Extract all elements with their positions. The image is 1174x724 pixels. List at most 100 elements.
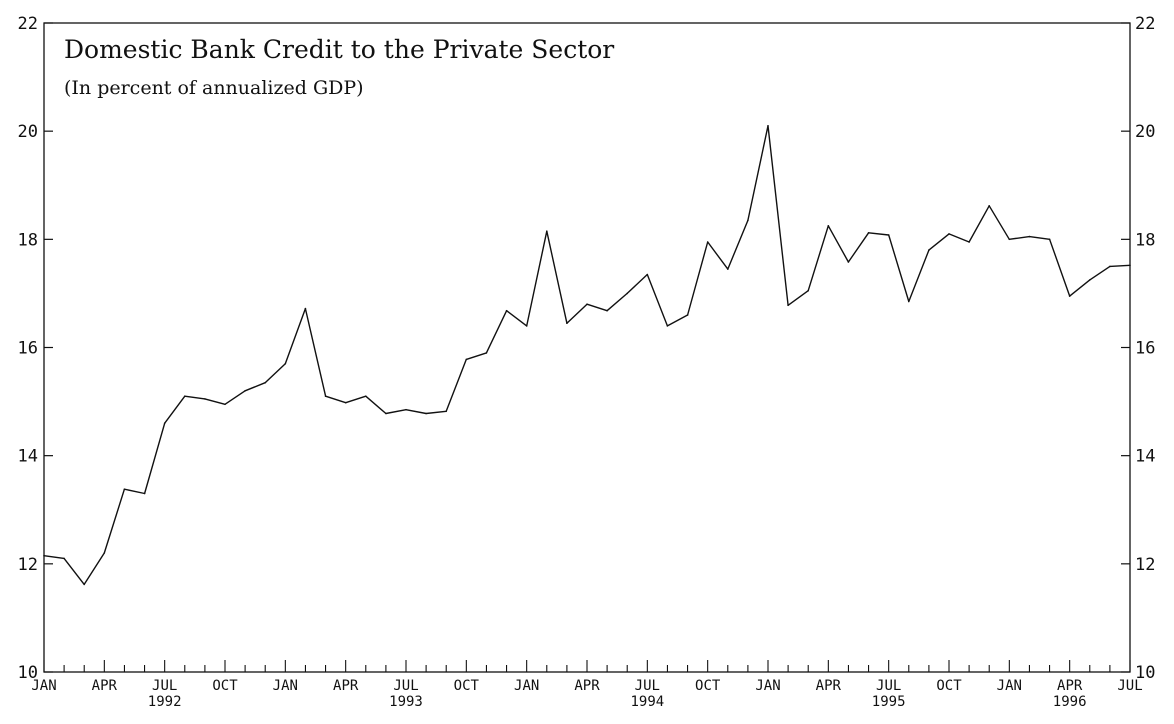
- data-point: [626, 292, 628, 295]
- data-point: [525, 325, 528, 327]
- chart-subtitle: (In percent of annualized GDP): [64, 77, 364, 99]
- data-point: [847, 261, 850, 263]
- data-point: [224, 403, 226, 406]
- data-point: [304, 307, 307, 310]
- data-point: [324, 395, 327, 398]
- x-month-label: JAN: [31, 678, 56, 694]
- data-point: [1129, 264, 1131, 267]
- y-tick-label-left: 16: [18, 339, 38, 359]
- y-tick-label-right: 10: [1135, 663, 1155, 683]
- data-point: [244, 390, 246, 392]
- y-tick-label-left: 20: [18, 122, 38, 142]
- x-month-label: JAN: [273, 678, 298, 694]
- x-month-label: JAN: [997, 678, 1022, 694]
- data-point: [1109, 265, 1111, 268]
- x-month-label: APR: [816, 678, 842, 694]
- y-tick-label-left: 14: [18, 447, 38, 467]
- x-month-label: JUL: [876, 678, 901, 694]
- x-month-label: OCT: [212, 678, 238, 694]
- data-point: [405, 408, 407, 411]
- chart-title: Domestic Bank Credit to the Private Sect…: [64, 35, 614, 64]
- data-point: [143, 492, 146, 495]
- x-year-label: 1996: [1053, 694, 1087, 710]
- data-point: [948, 233, 950, 235]
- data-point: [666, 325, 669, 327]
- axis-ticks: [43, 22, 1131, 673]
- data-points: [43, 125, 1131, 586]
- data-point: [1008, 238, 1011, 241]
- series-line: [43, 125, 1131, 586]
- data-point: [204, 398, 206, 400]
- data-point: [43, 554, 45, 557]
- data-point: [1028, 235, 1031, 238]
- data-point: [445, 410, 448, 413]
- x-year-label: 1995: [872, 694, 906, 710]
- y-tick-labels: 10 10 12 12 14 14 16 16 18 18 20 20 22 22: [18, 14, 1156, 683]
- y-tick-label-right: 16: [1135, 339, 1155, 359]
- y-tick-label-left: 22: [18, 14, 38, 34]
- y-tick-label-right: 20: [1135, 122, 1155, 142]
- data-point: [586, 303, 588, 306]
- data-point: [747, 219, 749, 222]
- data-point: [505, 309, 508, 312]
- data-point: [1068, 295, 1071, 297]
- data-point: [727, 268, 729, 270]
- data-point: [867, 232, 870, 234]
- data-point: [63, 557, 65, 560]
- y-tick-label-right: 22: [1135, 14, 1155, 34]
- data-point: [686, 314, 689, 316]
- data-point: [485, 352, 488, 354]
- data-point: [807, 289, 809, 292]
- data-point: [968, 241, 970, 243]
- data-point: [646, 273, 649, 276]
- plot-frame: [43, 22, 1131, 673]
- data-point: [83, 583, 85, 586]
- data-point: [1048, 238, 1051, 241]
- x-month-label: APR: [92, 678, 118, 694]
- data-point: [908, 300, 910, 303]
- y-tick-label-right: 18: [1135, 230, 1155, 250]
- y-tick-label-right: 12: [1135, 555, 1155, 575]
- x-year-label: 1994: [630, 694, 664, 710]
- x-month-label: JUL: [152, 678, 177, 694]
- data-point: [767, 125, 769, 127]
- data-point: [887, 234, 890, 236]
- x-month-label: OCT: [936, 678, 962, 694]
- data-point: [566, 322, 568, 325]
- x-year-label: 1993: [389, 694, 423, 710]
- x-tick-labels: JAN APR JUL OCT JAN APR JUL OCT JAN APR JUL OCT JAN A…: [31, 678, 1142, 710]
- data-point: [928, 249, 930, 251]
- x-month-label: APR: [574, 678, 600, 694]
- x-month-label: APR: [1057, 678, 1083, 694]
- x-month-label: JUL: [393, 678, 418, 694]
- x-year-label: 1992: [148, 694, 182, 710]
- x-month-label: JAN: [755, 678, 780, 694]
- x-month-label: JAN: [514, 678, 539, 694]
- y-tick-label-left: 18: [18, 230, 38, 250]
- x-month-label: OCT: [454, 678, 480, 694]
- data-point: [606, 309, 608, 312]
- data-point: [425, 412, 427, 415]
- data-point: [988, 205, 990, 207]
- x-month-label: OCT: [695, 678, 721, 694]
- data-point: [787, 304, 789, 307]
- data-point: [163, 422, 166, 425]
- y-tick-label-left: 10: [18, 663, 38, 683]
- y-tick-label-left: 12: [18, 555, 38, 575]
- data-point: [344, 401, 347, 404]
- data-point: [123, 488, 126, 491]
- data-point: [546, 230, 548, 232]
- y-tick-label-right: 14: [1135, 447, 1155, 467]
- data-point: [184, 395, 186, 398]
- data-point: [827, 225, 830, 227]
- x-month-label: JUL: [635, 678, 660, 694]
- data-point: [385, 412, 387, 415]
- data-point: [365, 395, 367, 398]
- data-point: [103, 552, 106, 554]
- data-point: [264, 381, 267, 384]
- x-month-label: JUL: [1117, 678, 1142, 694]
- data-point: [1089, 279, 1091, 281]
- data-point: [465, 358, 468, 361]
- x-month-label: APR: [333, 678, 359, 694]
